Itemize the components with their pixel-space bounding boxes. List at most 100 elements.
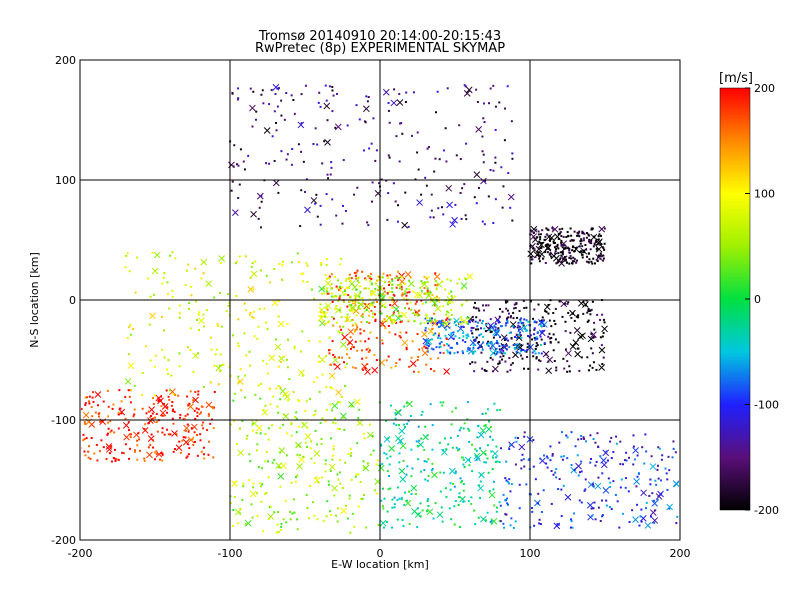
data-point [350,319,353,322]
data-point [128,457,131,460]
data-point [551,454,554,457]
data-point [340,356,343,359]
data-point [593,328,596,331]
data-point [84,422,87,425]
data-point [529,229,532,232]
data-point [449,482,452,485]
data-point [516,343,519,346]
data-point [482,304,485,307]
data-point-x [274,343,282,351]
data-point [476,325,479,328]
data-point [548,332,551,335]
data-point [607,477,610,480]
data-point [583,251,586,254]
data-point [498,315,501,318]
data-point [397,423,400,426]
data-point [194,354,197,357]
data-point [393,294,396,297]
data-point [593,262,596,265]
data-point [372,301,375,304]
data-point-x [366,431,374,439]
data-point [609,440,612,443]
data-point-x [582,301,589,308]
data-point [540,324,543,327]
data-point [237,196,240,199]
data-point [162,276,165,279]
data-point-x [408,280,415,288]
data-point [491,438,494,441]
data-point [463,422,466,425]
data-point [425,347,428,350]
data-point-x [538,329,546,337]
data-point [502,185,505,188]
data-point [545,310,548,313]
data-point [169,254,172,257]
data-point-x [459,495,466,503]
data-point [508,331,511,334]
data-point [156,430,159,433]
data-point [429,291,432,294]
data-point [198,413,201,416]
data-point [507,480,510,483]
data-point [587,369,590,372]
data-point [502,522,505,525]
data-point-x [553,254,560,262]
data-point [603,227,606,230]
data-point [256,337,259,340]
data-point [325,193,328,196]
data-point [339,401,342,404]
data-point [580,501,583,504]
data-point [454,470,457,473]
data-point [393,88,396,91]
data-point [124,395,127,398]
data-point [458,429,461,432]
data-point-x [490,518,498,525]
data-point [599,455,602,458]
data-point [502,349,505,352]
data-point [441,404,444,407]
data-point [316,443,319,446]
data-point [172,392,175,395]
data-point-x [649,463,657,470]
data-point [436,90,439,93]
data-point [259,397,262,400]
data-point [400,498,403,501]
data-point [562,244,565,247]
data-point [209,422,212,425]
data-point [220,325,223,328]
data-point [494,329,497,332]
data-point [352,301,355,304]
data-point [253,335,256,338]
data-point [365,278,368,281]
data-point [150,415,153,418]
data-point [442,320,445,323]
data-point [537,233,540,236]
data-point [485,369,488,372]
data-point [408,291,411,294]
data-point-x [449,220,456,228]
data-point [155,421,158,424]
data-point [447,344,450,347]
data-point [325,355,328,358]
data-point-x [352,307,360,315]
data-point [461,480,464,483]
data-point [407,225,410,228]
data-point [537,230,540,233]
data-point [184,284,187,287]
data-point [244,396,247,399]
data-point [252,90,255,93]
data-point [359,290,362,293]
data-point [327,177,330,180]
data-point [353,193,356,196]
data-point [93,452,96,455]
data-point [487,344,490,347]
data-point [424,478,427,481]
data-point [489,331,492,334]
data-point [391,306,394,309]
data-point [557,488,560,491]
data-point [433,370,436,373]
data-point [589,241,592,244]
data-point [163,356,166,359]
data-point [676,515,679,518]
